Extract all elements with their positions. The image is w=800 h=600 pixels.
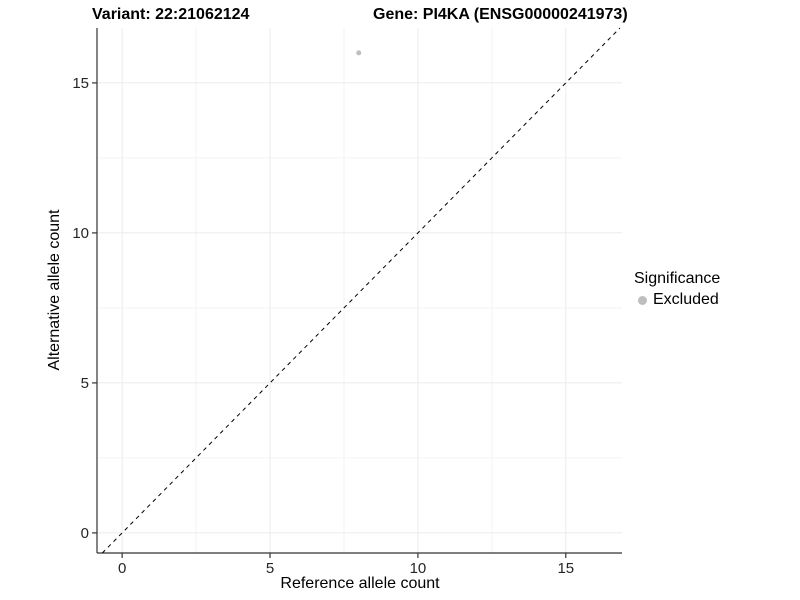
legend-point-icon (638, 295, 647, 305)
x-axis-title: Reference allele count (280, 575, 440, 592)
legend-entry: Excluded (634, 291, 720, 309)
variant-title: Variant: 22:21062124 (92, 6, 250, 23)
legend-title: Significance (634, 270, 721, 287)
identity-line (101, 27, 621, 554)
data-point (356, 50, 362, 56)
x-tick-label: 15 (557, 560, 574, 577)
gene-title: Gene: PI4KA (ENSG00000241973) (373, 6, 628, 23)
y-tick-label: 5 (81, 375, 89, 392)
y-tick-label: 0 (81, 525, 89, 542)
x-tick-label: 5 (266, 560, 274, 577)
legend-entry-label: Excluded (653, 291, 719, 308)
y-tick-label: 15 (72, 75, 89, 92)
y-axis-title: Alternative allele count (46, 209, 63, 371)
x-tick-label: 10 (410, 560, 427, 577)
x-tick-label: 0 (118, 560, 126, 577)
y-tick-label: 10 (72, 225, 89, 242)
legend: Significance Excluded (634, 270, 720, 309)
